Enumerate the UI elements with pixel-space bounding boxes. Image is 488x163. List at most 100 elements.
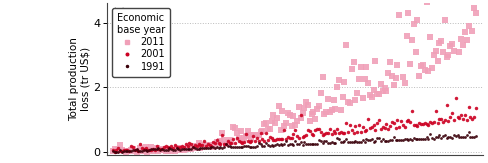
Point <box>368 96 376 98</box>
Point <box>395 126 403 128</box>
Point <box>365 82 372 84</box>
Point <box>335 132 343 135</box>
Point <box>313 107 321 110</box>
Point <box>277 142 285 145</box>
Point <box>162 149 170 152</box>
Point <box>441 119 449 122</box>
Point <box>267 120 275 122</box>
Point <box>368 137 376 140</box>
Point <box>259 138 266 141</box>
Point <box>149 150 157 153</box>
Point <box>388 121 396 123</box>
Point <box>211 145 219 147</box>
Point <box>251 145 259 148</box>
Point <box>222 143 230 145</box>
Point <box>341 81 348 83</box>
Point <box>459 117 467 120</box>
Y-axis label: Total production
loss (tr US$): Total production loss (tr US$) <box>69 37 90 121</box>
Point <box>131 148 139 151</box>
Point <box>253 133 261 136</box>
Point <box>182 148 190 151</box>
Point <box>317 140 325 142</box>
Point <box>229 126 237 128</box>
Point <box>386 125 394 127</box>
Point <box>344 100 352 103</box>
Point <box>331 108 339 111</box>
Point <box>370 89 378 91</box>
Point <box>275 144 283 146</box>
Point <box>467 115 474 118</box>
Point <box>281 125 288 128</box>
Point <box>185 148 193 150</box>
Point <box>113 150 121 153</box>
Point <box>135 150 142 152</box>
Point <box>302 143 310 146</box>
Legend: 2011, 2001, 1991: 2011, 2001, 1991 <box>112 8 170 77</box>
Point <box>202 145 210 147</box>
Point <box>447 115 454 118</box>
Point <box>329 142 337 144</box>
Point <box>151 149 159 152</box>
Point <box>171 148 179 151</box>
Point <box>443 56 450 58</box>
Point <box>260 123 268 126</box>
Point <box>291 128 299 131</box>
Point <box>155 150 163 153</box>
Point <box>452 97 460 100</box>
Point <box>271 139 279 141</box>
Point <box>113 149 121 152</box>
Point <box>390 83 398 86</box>
Point <box>371 129 379 131</box>
Point <box>131 149 139 152</box>
Point <box>160 149 168 151</box>
Point <box>331 132 339 134</box>
Point <box>406 138 414 141</box>
Point <box>337 130 345 133</box>
Point <box>351 140 359 143</box>
Point <box>359 97 366 99</box>
Point <box>180 146 188 148</box>
Point <box>406 120 414 123</box>
Point <box>273 117 281 119</box>
Point <box>339 132 346 135</box>
Point <box>450 50 458 52</box>
Point <box>439 135 447 137</box>
Point <box>403 138 410 140</box>
Point <box>173 147 181 149</box>
Point <box>428 67 436 69</box>
Point <box>215 142 223 144</box>
Point <box>156 147 164 150</box>
Point <box>463 39 470 42</box>
Point <box>175 147 183 150</box>
Point <box>167 149 175 152</box>
Point <box>445 120 452 122</box>
Point <box>370 124 378 126</box>
Point <box>355 141 363 144</box>
Point <box>189 146 197 148</box>
Point <box>423 123 430 125</box>
Point <box>452 135 460 137</box>
Point <box>401 138 408 141</box>
Point <box>177 149 184 152</box>
Point <box>111 151 119 153</box>
Point <box>341 131 348 134</box>
Point <box>297 113 305 116</box>
Point <box>377 128 385 131</box>
Point <box>158 148 166 151</box>
Point <box>472 11 480 14</box>
Point <box>381 140 388 142</box>
Point <box>224 140 232 142</box>
Point <box>264 144 272 147</box>
Point <box>175 147 183 150</box>
Point <box>247 145 255 148</box>
Point <box>193 145 201 147</box>
Point <box>109 149 117 152</box>
Point <box>417 138 425 141</box>
Point <box>308 142 316 145</box>
Point <box>244 130 252 133</box>
Point <box>195 142 203 144</box>
Point <box>244 140 252 142</box>
Point <box>366 139 374 142</box>
Point <box>443 136 450 139</box>
Point <box>379 125 386 128</box>
